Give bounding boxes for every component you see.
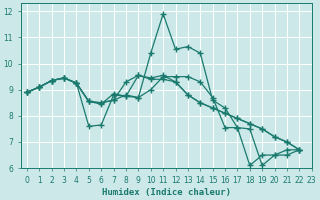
X-axis label: Humidex (Indice chaleur): Humidex (Indice chaleur)	[102, 188, 231, 197]
